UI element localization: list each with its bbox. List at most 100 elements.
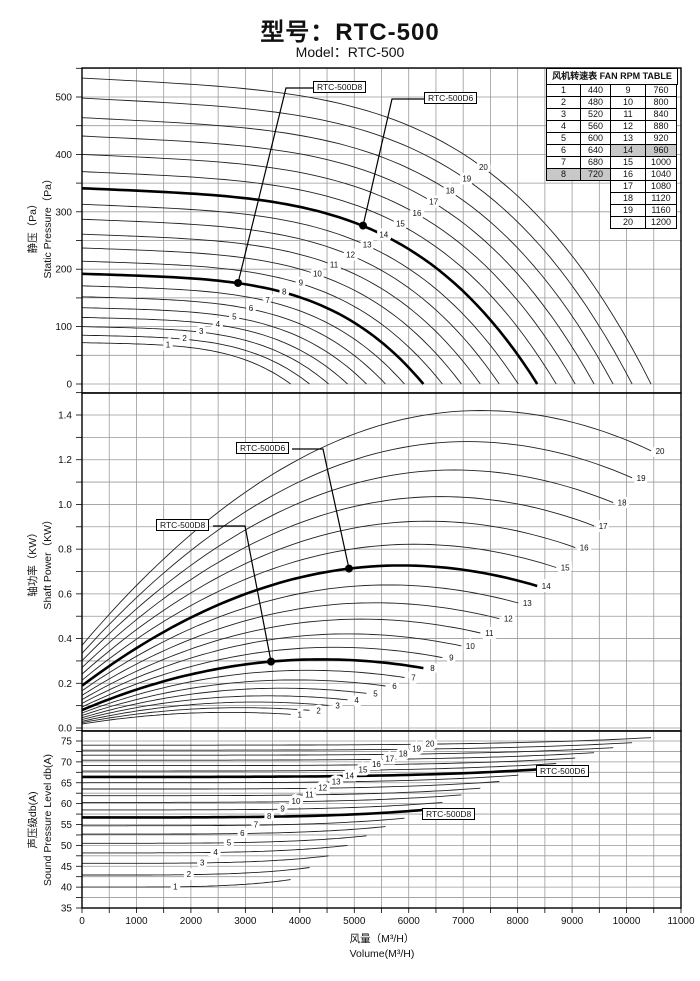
fan-table-row: 3 520 (546, 108, 611, 121)
fan-table-cell: 600 (580, 132, 611, 145)
curve-fan-4 (82, 844, 348, 854)
grid (76, 67, 682, 913)
fan-rpm-table: 风机转速表 FAN RPM TABLE 1 440 2 480 3 520 4 560 5 600… (546, 68, 678, 229)
noise-curve-label: 16 (372, 760, 381, 769)
x-axis-title: 风量（M³/H） Volume(M³/H) (0, 932, 700, 962)
pressure-curve-label: 12 (346, 250, 355, 259)
fan-table-cell: 1040 (645, 168, 677, 181)
pressure-curve-label: 14 (379, 230, 388, 239)
fan-table-cell: 520 (580, 108, 611, 121)
curve-fan-14 (81, 187, 539, 385)
callout-power-d6: RTC-500D6 (236, 442, 290, 454)
x-tick-label: 2000 (180, 916, 203, 927)
y-tick-label: 40 (61, 883, 73, 894)
fan-table-cell: 480 (580, 96, 611, 109)
leader-pressure-d8 (237, 87, 313, 284)
x-tick-label: 9000 (561, 916, 584, 927)
pressure-curve-label: 7 (265, 296, 270, 305)
y-tick-label: 500 (55, 93, 72, 104)
power-curve-label: 2 (316, 706, 321, 715)
x-tick-label: 11000 (667, 916, 695, 927)
curve-fan-15 (82, 763, 557, 772)
y-tick-label: 0.2 (58, 679, 72, 690)
fan-table-cell: 18 (610, 192, 646, 205)
callout-pressure-d6: RTC-500D6 (424, 92, 478, 104)
fan-table-row: 6 640 (546, 144, 611, 157)
noise-curve-label: 20 (426, 740, 435, 749)
fan-table-cell: 1120 (645, 192, 677, 205)
leader-pressure-d6 (362, 98, 424, 226)
curve-fan-15 (81, 171, 557, 385)
power-curve-label: 16 (580, 544, 589, 553)
curve-fan-3 (81, 326, 329, 385)
pressure-curve-label: 6 (249, 304, 254, 313)
curve-fan-16 (81, 153, 576, 385)
fan-table-cell: 11 (610, 108, 646, 121)
x-axis-title-en: Volume(M³/H) (349, 948, 415, 960)
curve-fan-11 (82, 787, 481, 797)
curve-fan-8 (82, 808, 424, 819)
curve-fan-1 (82, 342, 291, 385)
x-tick-label: 1000 (125, 916, 148, 927)
noise-curve-label: 10 (292, 797, 301, 806)
fan-table-cell: 1080 (645, 180, 677, 193)
curve-fan-17 (81, 496, 595, 668)
curve-fan-14 (82, 768, 538, 779)
noise-y-axis-title: 声压级db(A) Sound Pressure Level db(A) (26, 710, 58, 930)
y-tick-label: 1.2 (58, 455, 72, 466)
noise-curve-label: 11 (305, 790, 314, 799)
fan-table-row: 10 800 (610, 96, 677, 109)
noise-curves (81, 737, 652, 888)
fan-table-cell: 720 (580, 168, 611, 181)
leader-power-d8 (213, 525, 272, 662)
callout-pressure-d8: RTC-500D8 (313, 81, 367, 93)
fan-table-cell: 840 (645, 108, 677, 121)
y-tick-label: 400 (55, 150, 72, 161)
leader-power-d6 (292, 448, 350, 569)
curve-fan-5 (82, 835, 367, 844)
curve-fan-11 (81, 233, 481, 385)
fan-table-row: 19 1160 (610, 204, 677, 217)
curve-fan-12 (81, 218, 500, 385)
pressure-y-axis-title: 静压（Pa） Static Pressure（Pa） (26, 116, 58, 336)
pressure-curve-label: 10 (313, 270, 322, 279)
fan-table-row: 11 840 (610, 108, 677, 121)
curve-fan-6 (81, 679, 386, 716)
x-axis-title-zh: 风量（M³/H） (349, 933, 415, 945)
curve-fan-19 (82, 742, 633, 751)
curve-fan-13 (81, 774, 519, 784)
noise-curve-label: 5 (227, 838, 232, 847)
noise-chart-frame (81, 730, 682, 909)
marked-point-dot (344, 564, 353, 573)
y-tick-label: 0.0 (58, 724, 72, 735)
fan-table-cell: 9 (610, 84, 646, 97)
fan-table-row: 15 1000 (610, 156, 677, 169)
fan-table-row: 9 760 (610, 84, 677, 97)
x-tick-label: 5000 (343, 916, 366, 927)
noise-curve-label: 15 (359, 766, 368, 775)
curve-fan-17 (82, 752, 595, 761)
noise-curve-label: 3 (200, 858, 205, 867)
power-curve-label: 17 (599, 522, 608, 531)
curve-fan-11 (81, 618, 481, 700)
y-tick-label: 300 (55, 207, 72, 218)
fan-table-cell: 6 (546, 144, 581, 157)
fan-table-row: 17 1080 (610, 180, 677, 193)
tick-labels: 0 1000 2000 3000 4000 5000 6000 7000 8000 9000 100… (55, 93, 695, 928)
y-tick-label: 0.6 (58, 589, 72, 600)
power-y-axis-title-en: Shaft Power（KW） (42, 514, 54, 610)
curve-fan-19 (81, 97, 633, 385)
noise-curve-label: 14 (345, 772, 354, 781)
curve-fan-18 (81, 117, 614, 385)
power-curve-label: 15 (561, 563, 570, 572)
y-tick-label: 1.4 (58, 411, 72, 422)
fan-table-cell: 19 (610, 204, 646, 217)
power-curve-label: 19 (637, 474, 646, 483)
curve-fan-7 (81, 285, 405, 385)
noise-curve-label: 6 (240, 829, 245, 838)
curve-fan-5 (81, 307, 367, 385)
fan-table-row: 8 720 (546, 168, 611, 181)
fan-table-cell: 560 (580, 120, 611, 133)
power-y-axis-title: 轴功率（KW） Shaft Power（KW） (26, 452, 58, 672)
fan-table-cell: 20 (610, 216, 646, 229)
